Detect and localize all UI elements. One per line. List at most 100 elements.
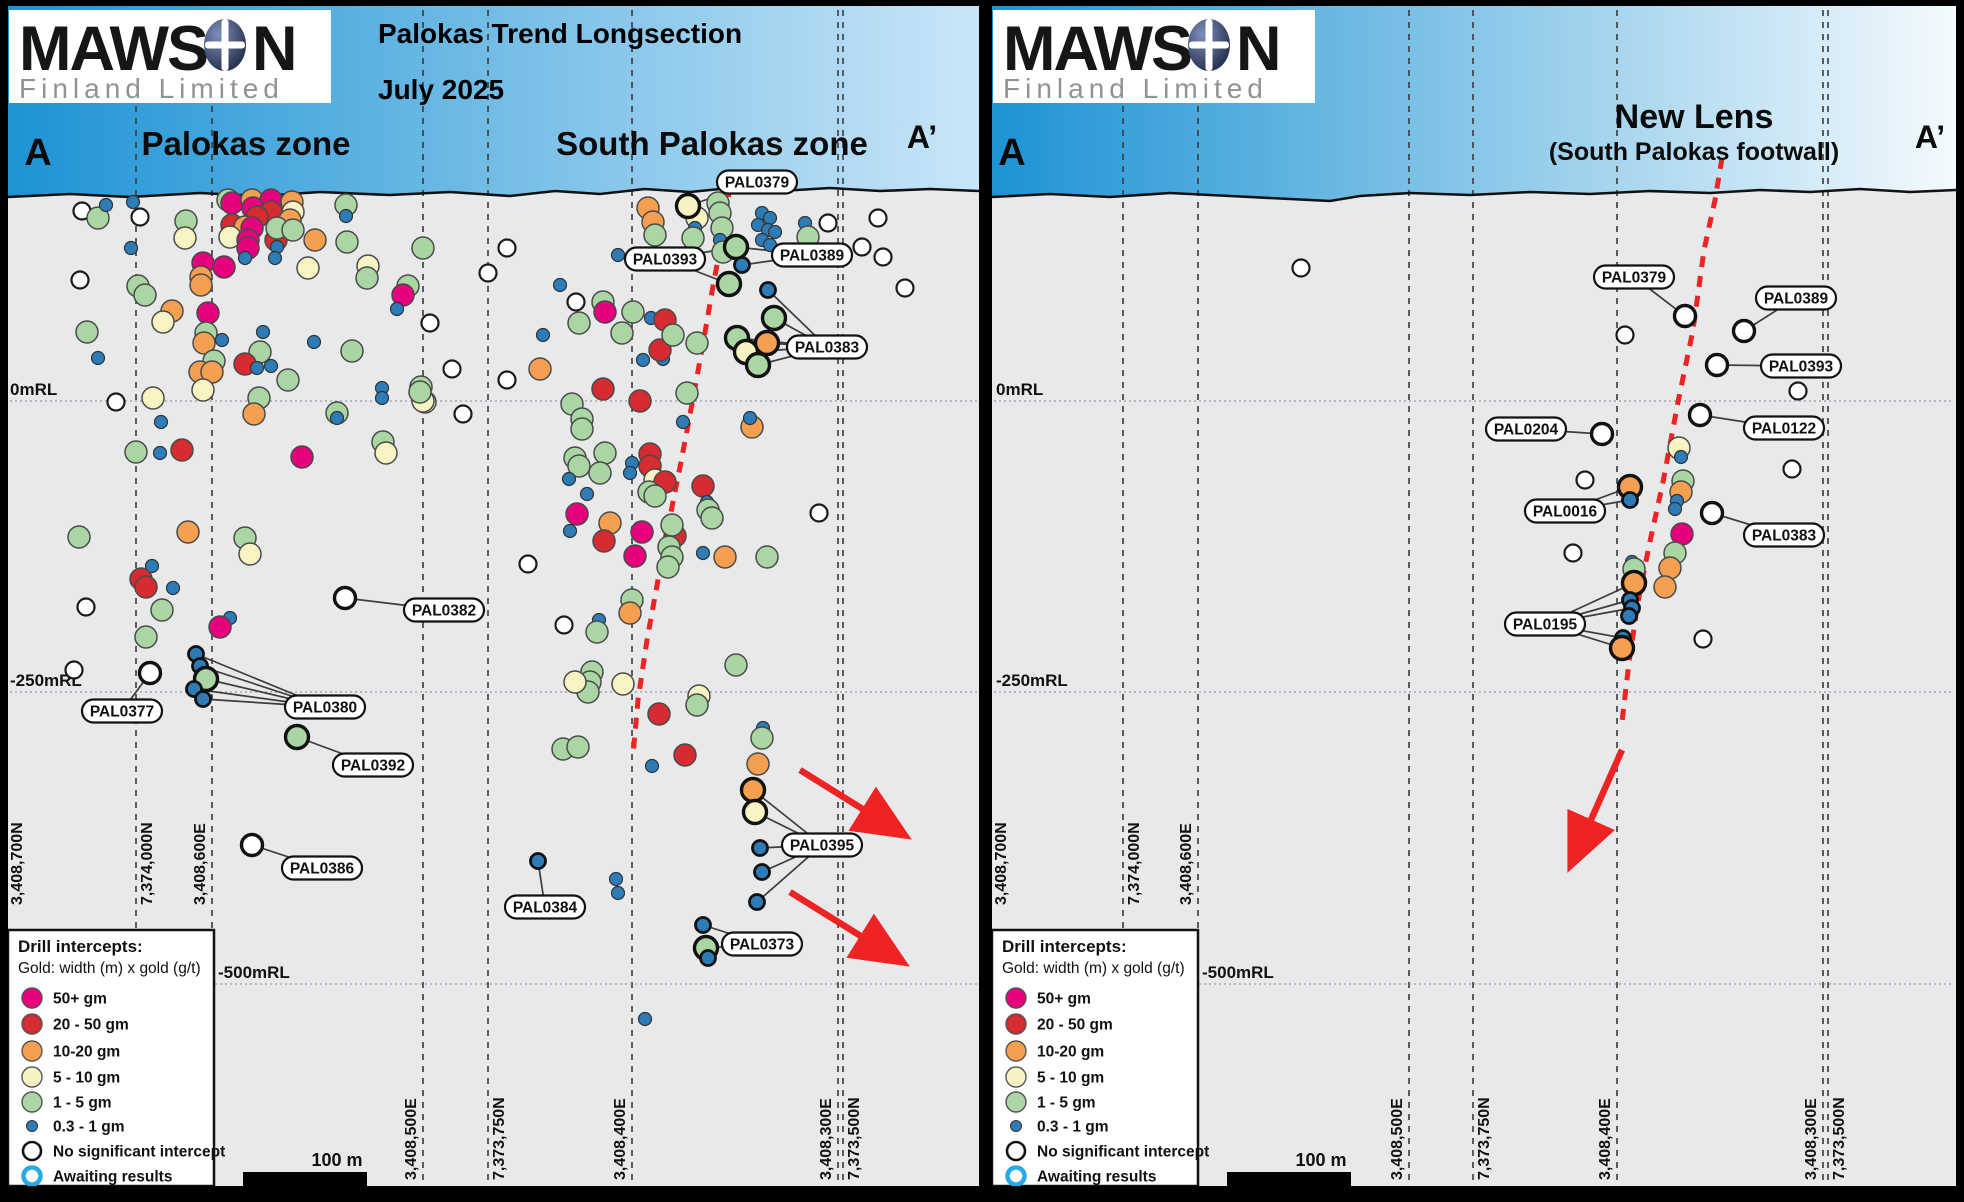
drill-intercept-dot: [196, 301, 220, 325]
hole-label: PAL0383: [1752, 528, 1817, 545]
drill-intercept-dot: [255, 324, 271, 340]
hole-label: PAL0373: [730, 937, 795, 954]
drill-intercept-dot: [408, 380, 432, 404]
drill-intercept-dot: [478, 263, 498, 283]
drill-intercept-dot: [715, 270, 743, 298]
legend-swatch-o: [21, 1040, 43, 1062]
drill-intercept-dot: [691, 474, 715, 498]
hole-label: PAL0389: [780, 248, 845, 265]
drill-intercept-dot: [335, 230, 359, 254]
drill-intercept-dot: [1575, 470, 1595, 490]
drill-intercept-dot: [673, 743, 697, 767]
hole-label: PAL0392: [341, 758, 405, 775]
drill-intercept-dot: [153, 414, 169, 430]
drill-intercept-dot: [610, 321, 634, 345]
drill-intercept-dot: [647, 702, 671, 726]
drill-intercept-dot: [1693, 629, 1713, 649]
palokas-trend-panel: 0mRL -250mRL -500mRL PAL0379 PAL0393 PAL0389 P…: [8, 6, 979, 1186]
legend-item-label: Awaiting results: [53, 1169, 172, 1186]
scale-bar-label: 100 m: [311, 1150, 362, 1170]
legend-swatch-b: [1010, 1120, 1022, 1132]
coordinate-gridline-label: 3,408,600E: [192, 823, 209, 905]
drill-intercept-dot: [622, 465, 638, 481]
hole-label-pill: [1503, 611, 1587, 637]
drill-intercept-dot: [106, 392, 126, 412]
drill-intercept-dot: [329, 410, 345, 426]
drill-intercept-dot: [1672, 303, 1698, 329]
drill-intercept-dot: [895, 278, 915, 298]
drill-intercept-dot: [1687, 402, 1713, 428]
drill-intercept-dot: [608, 871, 624, 887]
section-header-label: (South Palokas footwall): [1549, 138, 1839, 166]
drill-intercept-dot: [565, 502, 589, 526]
drill-intercept-dot: [699, 949, 717, 967]
drill-intercept-dot: [675, 381, 699, 405]
drill-intercept-dot: [338, 208, 354, 224]
section-header-label: A: [24, 132, 51, 174]
legend-item-label: 1 - 5 gm: [1037, 1095, 1096, 1112]
drill-intercept-dot: [306, 334, 322, 350]
drill-intercept-dot: [165, 580, 181, 596]
drill-intercept-dot: [497, 370, 517, 390]
drill-intercept-dot: [497, 238, 517, 258]
drill-intercept-dot: [588, 461, 612, 485]
hole-label: PAL0386: [290, 861, 355, 878]
drill-intercept-dot: [674, 192, 702, 220]
drill-intercept-dot: [618, 601, 642, 625]
drill-intercept-dot: [713, 545, 737, 569]
drill-intercept-dot: [750, 726, 774, 750]
drill-intercept-dot: [1589, 421, 1615, 447]
figure-title: Palokas Trend Longsection: [378, 18, 742, 49]
drill-intercept-dot: [144, 558, 160, 574]
drill-intercept-dot: [150, 598, 174, 622]
drill-intercept-dot: [1608, 634, 1636, 662]
drill-intercept-dot: [332, 585, 358, 611]
drill-intercept-dot: [567, 311, 591, 335]
legend-swatch-m: [1005, 987, 1027, 1009]
hole-label-pill: [1742, 522, 1826, 548]
drill-intercept-dot: [1620, 607, 1638, 625]
hole-label-pill: [280, 855, 364, 881]
drill-intercept-dot: [567, 454, 591, 478]
drill-intercept-dot: [283, 723, 311, 751]
drill-intercept-dot: [570, 417, 594, 441]
legend-item-label: 1 - 5 gm: [53, 1095, 112, 1112]
hole-label: PAL0384: [513, 900, 578, 917]
legend-item-label: 20 - 50 gm: [1037, 1017, 1113, 1034]
drill-intercept-dot: [1620, 569, 1648, 597]
hole-label-pill: [402, 597, 486, 623]
hole-label: PAL0016: [1533, 504, 1598, 521]
drill-intercept-dot: [237, 250, 253, 266]
legend-swatch-g: [1005, 1091, 1027, 1113]
drill-intercept-dot: [818, 213, 838, 233]
coordinate-gridline-label: 7,373,500N: [846, 1097, 863, 1180]
drill-intercept-dot: [1653, 575, 1677, 599]
drill-intercept-dot: [90, 350, 106, 366]
hole-label-pill: [1484, 416, 1568, 442]
drill-intercept-dot: [76, 597, 96, 617]
coordinate-gridline-label: 7,373,750N: [491, 1097, 508, 1180]
drill-intercept-dot: [239, 832, 265, 858]
hole-label: PAL0377: [90, 704, 154, 721]
hole-label-pill: [331, 752, 415, 778]
drill-intercept-dot: [610, 885, 626, 901]
drill-intercept-dot: [554, 615, 574, 635]
hole-label: PAL0395: [790, 838, 855, 855]
drill-intercept-dot: [220, 191, 244, 215]
drill-intercept-dot: [64, 660, 84, 680]
drill-intercept-dot: [621, 300, 645, 324]
drill-intercept-dot: [685, 693, 709, 717]
drill-intercept-dot: [563, 670, 587, 694]
drill-intercept-dot: [741, 798, 769, 826]
drill-intercept-dot: [173, 226, 197, 250]
drill-intercept-dot: [191, 378, 215, 402]
drill-intercept-dot: [675, 414, 691, 430]
legend-swatch-y: [21, 1066, 43, 1088]
hole-label-pill: [715, 169, 799, 195]
drill-intercept-dot: [753, 863, 771, 881]
hole-label: PAL0389: [1764, 291, 1829, 308]
drill-intercept-dot: [263, 358, 279, 374]
drill-intercept-dot: [1704, 352, 1730, 378]
